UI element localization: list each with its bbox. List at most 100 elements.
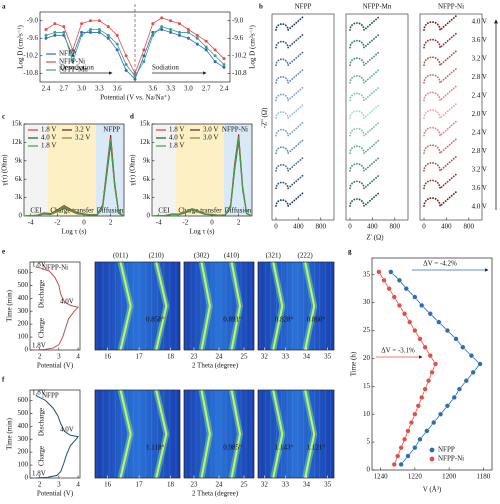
spectrum — [423, 67, 457, 85]
plot-frame — [151, 123, 253, 217]
x-tick-label: 24 — [216, 353, 224, 361]
plot-title: NFPP — [295, 3, 312, 11]
y-tick-label: 9k — [15, 156, 23, 164]
data-point — [412, 294, 418, 300]
data-point — [463, 378, 469, 384]
y2-tick-label: -10.8 — [232, 69, 247, 77]
heatmap-band — [230, 261, 242, 351]
data-point — [178, 30, 181, 34]
y-tick-label: 15k — [140, 120, 151, 128]
plot-frame — [94, 389, 181, 479]
data-point — [415, 403, 421, 409]
data-point — [429, 369, 435, 375]
data-point — [62, 30, 66, 34]
peak-label: (222) — [298, 252, 314, 260]
heatmap-band — [119, 261, 132, 351]
plot-frame — [257, 389, 335, 479]
potential-curve — [35, 266, 80, 351]
peak-label: (321) — [266, 252, 282, 260]
y-tick-label: -9.0 — [27, 16, 39, 24]
x-tick-label: 800 — [316, 223, 327, 231]
x-tick-label: 25 — [241, 481, 249, 489]
heatmap-band — [119, 389, 132, 479]
data-point — [470, 369, 476, 375]
y2-tick-label: -10.2 — [232, 51, 247, 59]
y-axis-label: Time (min) — [6, 417, 14, 449]
legend-label: 3.0 V — [203, 126, 218, 134]
shift-label: 0.860° — [307, 316, 326, 324]
data-point — [44, 28, 48, 31]
region-band — [176, 124, 224, 216]
x-tick-label: 0 — [422, 223, 426, 231]
y-axis-label: Log D (cm²s⁻¹) — [17, 25, 25, 69]
x-tick-label: 35 — [324, 353, 332, 361]
heatmap — [258, 262, 334, 350]
x-tick-label: 3.0 — [184, 85, 193, 93]
x-tick-label: 400 — [367, 223, 378, 231]
data-point — [124, 54, 128, 58]
data-point — [186, 28, 190, 31]
data-point — [422, 344, 428, 350]
voltage-label: 3.2 V — [472, 166, 487, 174]
plot-title: NFPP — [42, 392, 59, 400]
data-point — [422, 386, 428, 392]
data-point — [419, 394, 425, 401]
annotation: 1.8V — [32, 261, 46, 269]
data-point — [396, 302, 403, 309]
x-tick-label: -2 — [54, 219, 60, 227]
x-tick-label: 2 — [109, 219, 113, 227]
y-tick-label: 0 — [367, 466, 371, 474]
spectrum — [423, 191, 457, 208]
data-point — [124, 63, 128, 66]
spectrum — [423, 120, 457, 138]
data-point — [444, 403, 451, 409]
x-tick-label: 0 — [82, 219, 86, 227]
spectrum — [275, 67, 305, 85]
panel-letter: f — [2, 376, 5, 384]
data-point — [89, 30, 92, 34]
series-line — [378, 271, 436, 465]
data-point — [401, 311, 408, 317]
voltage-label: 2.8 V — [472, 73, 487, 81]
spectrum — [275, 103, 305, 120]
spectrum — [275, 15, 305, 32]
data-point — [222, 57, 226, 61]
y-tick-label: 400 — [18, 294, 29, 302]
legend-label: NFPP — [438, 446, 455, 454]
y-tick-label: 0 — [147, 212, 151, 220]
x-axis-label: V (Å³) — [423, 486, 442, 494]
data-point — [80, 33, 84, 37]
x-tick-label: 0 — [274, 223, 278, 231]
spectrum — [423, 85, 457, 103]
legend-label: NFPP-Ni — [438, 455, 464, 463]
region-label: Charge transfer — [178, 207, 222, 215]
y-tick-label: 400 — [18, 422, 29, 430]
spectrum — [275, 120, 305, 138]
x-tick-label: 3.3 — [95, 85, 104, 93]
x-tick-label: 0 — [210, 219, 214, 227]
spectrum — [349, 173, 381, 191]
panel-letter: c — [2, 113, 5, 121]
x-axis-label: Potential (V vs. Na/Na⁺) — [100, 94, 170, 102]
data-point — [376, 269, 382, 275]
data-point — [427, 353, 433, 359]
x-axis-label: Z' (Ω) — [366, 234, 384, 242]
x-tick-label: 3.6 — [113, 85, 122, 93]
data-point — [53, 30, 57, 34]
data-point — [106, 33, 110, 37]
spectrum — [275, 173, 305, 191]
data-point — [391, 461, 397, 468]
data-point — [106, 36, 110, 40]
y-axis-label: γ(τ) (Ohm) — [1, 154, 9, 187]
data-point — [115, 33, 119, 37]
x-axis-label: 2 Theta (degree) — [192, 490, 239, 498]
x-tick-label: 33 — [282, 353, 290, 361]
data-point — [204, 48, 208, 52]
data-point — [71, 54, 75, 58]
plot-frame — [419, 13, 483, 221]
y2-axis-label: Log D (cm²s⁻¹) — [249, 25, 257, 69]
annotation: ΔV = -3.1% — [381, 347, 415, 355]
data-point — [381, 277, 387, 283]
legend-label: 1.8 V — [169, 142, 184, 150]
